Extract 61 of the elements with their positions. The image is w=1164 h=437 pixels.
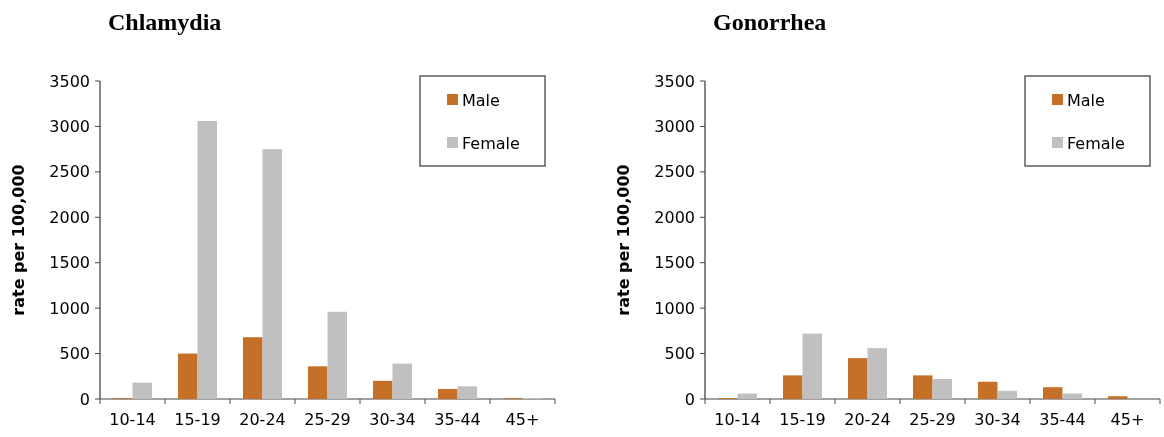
bar xyxy=(783,375,803,399)
y-tick-label: 2000 xyxy=(49,207,90,227)
bar xyxy=(848,358,868,399)
legend-label: Male xyxy=(462,90,500,110)
x-tick-label: 35-44 xyxy=(1039,410,1086,429)
y-tick-label: 500 xyxy=(59,344,90,364)
y-axis-title: rate per 100,000 xyxy=(614,164,633,316)
y-tick-label: 1500 xyxy=(49,253,90,273)
x-tick-label: 10-14 xyxy=(109,410,156,429)
bar xyxy=(373,380,393,399)
y-tick-label: 0 xyxy=(684,389,695,409)
x-tick-label: 25-29 xyxy=(304,410,351,429)
bar xyxy=(997,390,1017,399)
y-tick-label: 3000 xyxy=(49,117,90,137)
bar xyxy=(913,375,933,399)
x-tick-label: 35-44 xyxy=(434,410,481,429)
y-tick-label: 2500 xyxy=(49,162,90,182)
bar xyxy=(457,386,477,399)
y-tick-label: 3500 xyxy=(49,71,90,91)
bar xyxy=(327,311,347,399)
bar xyxy=(978,381,998,399)
bar xyxy=(178,353,198,399)
legend-label: Female xyxy=(462,133,520,153)
y-tick-label: 3000 xyxy=(654,117,695,137)
x-tick-label: 45+ xyxy=(505,410,540,429)
y-tick-label: 500 xyxy=(664,344,695,364)
chart-title: Chlamydia xyxy=(108,9,222,35)
y-tick-label: 2500 xyxy=(654,162,695,182)
bar xyxy=(392,363,412,399)
x-tick-label: 20-24 xyxy=(239,410,286,429)
bar xyxy=(132,382,152,399)
y-axis-title: rate per 100,000 xyxy=(9,164,28,316)
chart-title: Gonorrhea xyxy=(713,9,827,35)
bar xyxy=(932,379,952,399)
x-tick-label: 20-24 xyxy=(844,410,891,429)
y-tick-label: 2000 xyxy=(654,207,695,227)
bar xyxy=(1108,396,1128,399)
x-tick-label: 30-34 xyxy=(369,410,416,429)
bar xyxy=(1043,387,1063,399)
bar xyxy=(262,149,282,399)
y-tick-label: 3500 xyxy=(654,71,695,91)
y-tick-label: 1000 xyxy=(49,298,90,318)
y-tick-label: 1500 xyxy=(654,253,695,273)
bar xyxy=(438,389,458,399)
x-tick-label: 15-19 xyxy=(779,410,826,429)
x-tick-label: 30-34 xyxy=(974,410,1021,429)
y-tick-label: 1000 xyxy=(654,298,695,318)
x-tick-label: 10-14 xyxy=(714,410,761,429)
bar xyxy=(737,393,757,399)
legend-label: Female xyxy=(1067,133,1125,153)
bar xyxy=(197,120,217,399)
bar xyxy=(1062,393,1082,399)
bar xyxy=(802,333,822,399)
x-tick-label: 45+ xyxy=(1110,410,1145,429)
y-tick-label: 0 xyxy=(79,389,90,409)
x-tick-label: 25-29 xyxy=(909,410,956,429)
legend-label: Male xyxy=(1067,90,1105,110)
x-tick-label: 15-19 xyxy=(174,410,221,429)
bar xyxy=(308,366,328,399)
bar xyxy=(243,337,263,399)
bar xyxy=(867,348,887,399)
